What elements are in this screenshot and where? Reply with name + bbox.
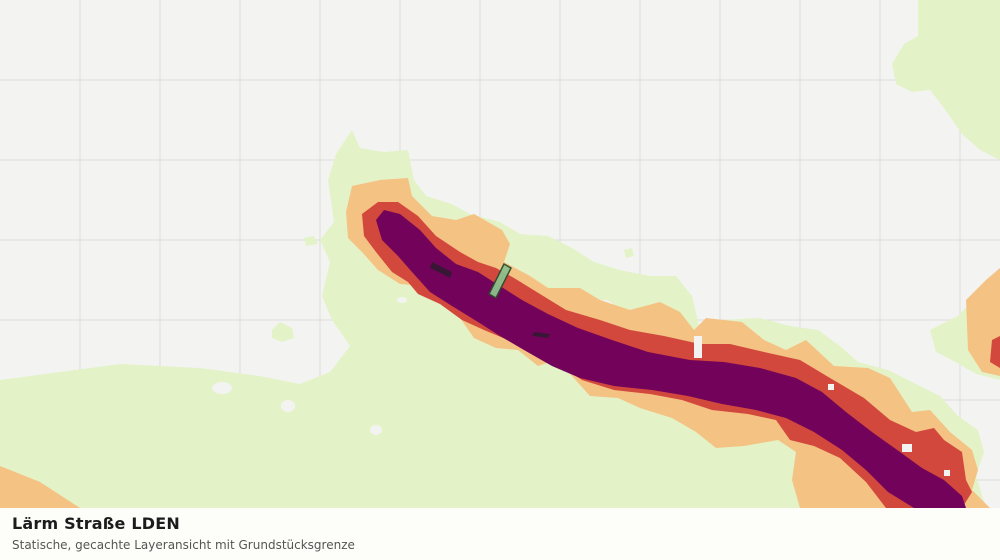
layer-subtitle: Statische, gecachte Layeransicht mit Gru… [12,538,355,552]
parcel-boundary[interactable] [488,262,512,300]
land-islet [272,322,294,342]
land-islet-2 [624,248,634,258]
noise-zone-high [376,210,966,508]
noise-high-band [376,210,966,508]
road-marker-2 [532,332,550,338]
layer-title: Lärm Straße LDEN [12,514,180,533]
road-marker-1 [430,262,452,278]
land-islet-3 [304,236,318,246]
noise-low-west [0,466,80,508]
noise-gaps [694,336,998,498]
layer-info-panel: Lärm Straße LDEN Statische, gecachte Lay… [0,508,1000,560]
road-markers [430,262,550,338]
noise-mid-east [990,336,1000,368]
land-area-northeast [892,0,1000,160]
